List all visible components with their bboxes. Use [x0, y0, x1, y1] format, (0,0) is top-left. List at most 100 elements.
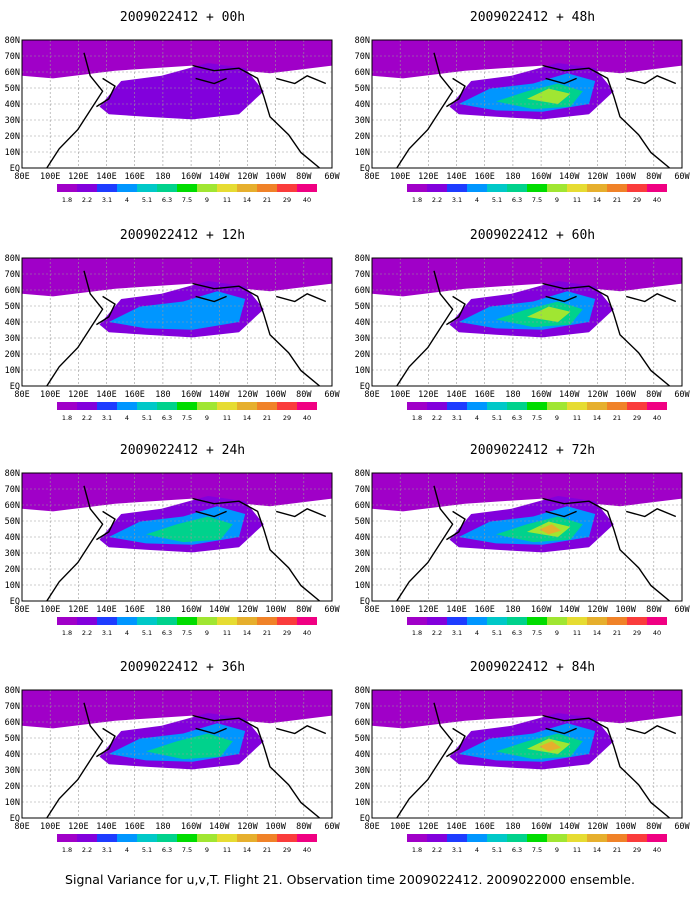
coastline — [396, 485, 454, 602]
lon-label: 160E — [124, 390, 144, 400]
lon-label: 60W — [674, 390, 690, 400]
lon-label: 120W — [587, 822, 608, 832]
coastline — [396, 702, 454, 819]
colorbar-label: 7.5 — [182, 196, 192, 204]
colorbar-label: 29 — [283, 846, 291, 854]
colorbar-swatch — [257, 402, 277, 410]
colorbar-label: 3.1 — [452, 846, 462, 854]
colorbar-label: 4 — [475, 414, 479, 422]
colorbar-swatch — [197, 402, 217, 410]
colorbar-swatch — [567, 184, 587, 192]
lon-label: 120W — [237, 605, 258, 615]
lat-label: 10N — [5, 366, 20, 376]
colorbar-label: 2.2 — [432, 629, 442, 637]
panel-title: 2009022412 + 36h — [119, 660, 246, 675]
colorbar-swatch — [527, 402, 547, 410]
colorbar-swatch — [647, 184, 667, 192]
lon-label: 100W — [265, 822, 286, 832]
colorbar-label: 40 — [653, 846, 661, 854]
lat-label: 80N — [5, 254, 20, 264]
lon-label: 140E — [96, 605, 116, 615]
colorbar-swatch — [547, 617, 567, 625]
colorbar-swatch — [647, 834, 667, 842]
colorbar-label: 11 — [223, 414, 231, 422]
colorbar-swatch — [507, 834, 527, 842]
colorbar: 1.8 2.2 3.1 4 5.1 6.3 7.5 9 11 14 21 29 40 — [407, 184, 667, 204]
lon-label: 180 — [505, 822, 520, 832]
colorbar: 1.8 2.2 3.1 4 5.1 6.3 7.5 9 11 14 21 29 40 — [57, 617, 317, 637]
lat-label: 40N — [355, 100, 370, 110]
colorbar-label: 14 — [243, 414, 251, 422]
lon-label: 160E — [124, 822, 144, 832]
lat-label: 30N — [5, 549, 20, 559]
colorbar-label: 1.8 — [62, 414, 72, 422]
lon-label: 180 — [155, 822, 170, 832]
colorbar-swatch — [117, 184, 137, 192]
colorbar-label: 7.5 — [532, 196, 542, 204]
lon-label: 80E — [364, 822, 379, 832]
colorbar-label: 3.1 — [102, 196, 112, 204]
colorbar-label: 6.3 — [162, 196, 172, 204]
lon-label: 80E — [364, 390, 379, 400]
lat-label: 30N — [355, 116, 370, 126]
coastline — [626, 293, 677, 303]
colorbar: 1.8 2.2 3.1 4 5.1 6.3 7.5 9 11 14 21 29 40 — [407, 834, 667, 854]
colorbar-label: 5.1 — [142, 196, 152, 204]
colorbar-label: 7.5 — [532, 414, 542, 422]
lon-label: 80E — [14, 172, 29, 182]
colorbar-label: 6.3 — [512, 629, 522, 637]
colorbar-label: 21 — [263, 414, 271, 422]
lon-label: 80W — [296, 605, 312, 615]
colorbar-label: 9 — [205, 629, 209, 637]
variance-contour-4 — [539, 741, 562, 752]
coastline — [192, 714, 321, 819]
lat-label: 40N — [5, 750, 20, 760]
lat-label: 20N — [5, 565, 20, 575]
colorbar-swatch — [407, 617, 427, 625]
lon-label: 80W — [646, 822, 662, 832]
colorbar-label: 9 — [555, 414, 559, 422]
map-frame — [21, 472, 333, 602]
colorbar-swatch — [237, 617, 257, 625]
colorbar-label: 3.1 — [452, 629, 462, 637]
lon-label: 80E — [364, 605, 379, 615]
lon-label: 140W — [559, 172, 580, 182]
map-panel-12h: 2009022412 + 12h 80N 70N 60N 50N 40N 30N 20N 10N… — [5, 228, 355, 448]
lat-label: 20N — [5, 132, 20, 142]
colorbar-swatch — [117, 617, 137, 625]
colorbar-label: 9 — [205, 196, 209, 204]
lat-label: 30N — [355, 334, 370, 344]
lon-label: 140E — [446, 822, 466, 832]
colorbar-swatch — [607, 402, 627, 410]
colorbar-swatch — [427, 402, 447, 410]
colorbar-swatch — [527, 617, 547, 625]
colorbar-swatch — [507, 402, 527, 410]
colorbar-swatch — [177, 617, 197, 625]
panel-title: 2009022412 + 24h — [119, 443, 246, 458]
lon-label: 160W — [531, 172, 552, 182]
lat-label: 30N — [355, 549, 370, 559]
colorbar-swatch — [237, 402, 257, 410]
colorbar: 1.8 2.2 3.1 4 5.1 6.3 7.5 9 11 14 21 29 40 — [407, 617, 667, 637]
colorbar-swatch — [587, 402, 607, 410]
lon-label: 160E — [124, 605, 144, 615]
colorbar-label: 4 — [125, 414, 129, 422]
colorbar-label: 3.1 — [452, 196, 462, 204]
colorbar-swatch — [237, 184, 257, 192]
lon-label: 160W — [531, 822, 552, 832]
variance-region-arctic — [372, 40, 682, 79]
lat-label: 10N — [5, 581, 20, 591]
lat-label: 30N — [355, 766, 370, 776]
colorbar-swatch — [467, 834, 487, 842]
lon-label: 120E — [418, 822, 438, 832]
coastline — [626, 725, 677, 735]
lat-label: 40N — [5, 100, 20, 110]
colorbar-swatch — [237, 834, 257, 842]
colorbar-label: 1.8 — [62, 629, 72, 637]
colorbar-label: 11 — [573, 196, 581, 204]
lon-label: 100E — [390, 822, 410, 832]
colorbar-swatch — [57, 617, 77, 625]
lon-label: 100E — [40, 822, 60, 832]
